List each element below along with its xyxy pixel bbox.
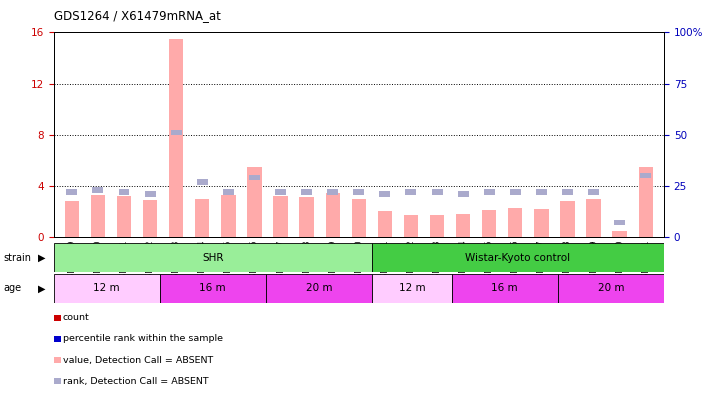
Bar [91, 195, 105, 237]
Bar [195, 198, 209, 237]
Bar [558, 274, 664, 303]
Bar [275, 189, 286, 195]
Bar [430, 215, 444, 237]
Text: 16 m: 16 m [491, 284, 518, 293]
Bar [117, 196, 131, 237]
Bar [299, 197, 313, 237]
Bar [372, 274, 452, 303]
Bar [65, 201, 79, 237]
Text: rank, Detection Call = ABSENT: rank, Detection Call = ABSENT [63, 377, 208, 386]
Bar [326, 194, 340, 237]
Bar [197, 179, 208, 185]
Bar [508, 207, 523, 237]
Bar [562, 189, 573, 195]
Bar [560, 201, 575, 237]
Text: percentile rank within the sample: percentile rank within the sample [63, 335, 223, 343]
Bar [510, 189, 521, 195]
Bar [351, 198, 366, 237]
Text: value, Detection Call = ABSENT: value, Detection Call = ABSENT [63, 356, 213, 364]
Bar [171, 130, 181, 136]
Bar [54, 274, 160, 303]
Text: 16 m: 16 m [199, 284, 226, 293]
Text: ▶: ▶ [37, 284, 45, 293]
Bar [327, 189, 338, 195]
Text: Wistar-Kyoto control: Wistar-Kyoto control [466, 253, 570, 262]
Bar [456, 214, 471, 237]
Bar [406, 189, 416, 195]
Text: 12 m: 12 m [398, 284, 425, 293]
Text: count: count [63, 313, 89, 322]
Bar [640, 173, 651, 179]
Text: 20 m: 20 m [306, 284, 332, 293]
Bar [301, 189, 312, 195]
Bar [266, 274, 372, 303]
Bar [372, 243, 664, 272]
Bar [613, 230, 627, 237]
Bar [221, 195, 236, 237]
Bar [378, 211, 392, 237]
Text: age: age [4, 284, 21, 293]
Bar [404, 215, 418, 237]
Bar [534, 209, 548, 237]
Text: SHR: SHR [202, 253, 223, 262]
Bar [353, 189, 364, 195]
Text: 12 m: 12 m [94, 284, 120, 293]
Bar [119, 189, 129, 195]
Bar [484, 189, 495, 195]
Bar [247, 166, 261, 237]
Bar [160, 274, 266, 303]
Bar [143, 200, 157, 237]
Text: 20 m: 20 m [598, 284, 624, 293]
Text: GDS1264 / X61479mRNA_at: GDS1264 / X61479mRNA_at [54, 9, 221, 22]
Bar [536, 189, 547, 195]
Bar [431, 189, 443, 195]
Bar [169, 39, 183, 237]
Bar [586, 198, 600, 237]
Bar [273, 196, 288, 237]
Bar [458, 191, 468, 197]
Bar [452, 274, 558, 303]
Bar [223, 189, 233, 195]
Text: strain: strain [4, 253, 31, 262]
Bar [638, 166, 653, 237]
Bar [92, 187, 104, 193]
Bar [588, 189, 599, 195]
Bar [66, 189, 77, 195]
Bar [249, 175, 260, 181]
Text: ▶: ▶ [37, 253, 45, 262]
Bar [54, 243, 372, 272]
Bar [145, 191, 156, 197]
Bar [614, 220, 625, 226]
Bar [482, 210, 496, 237]
Bar [379, 191, 391, 197]
